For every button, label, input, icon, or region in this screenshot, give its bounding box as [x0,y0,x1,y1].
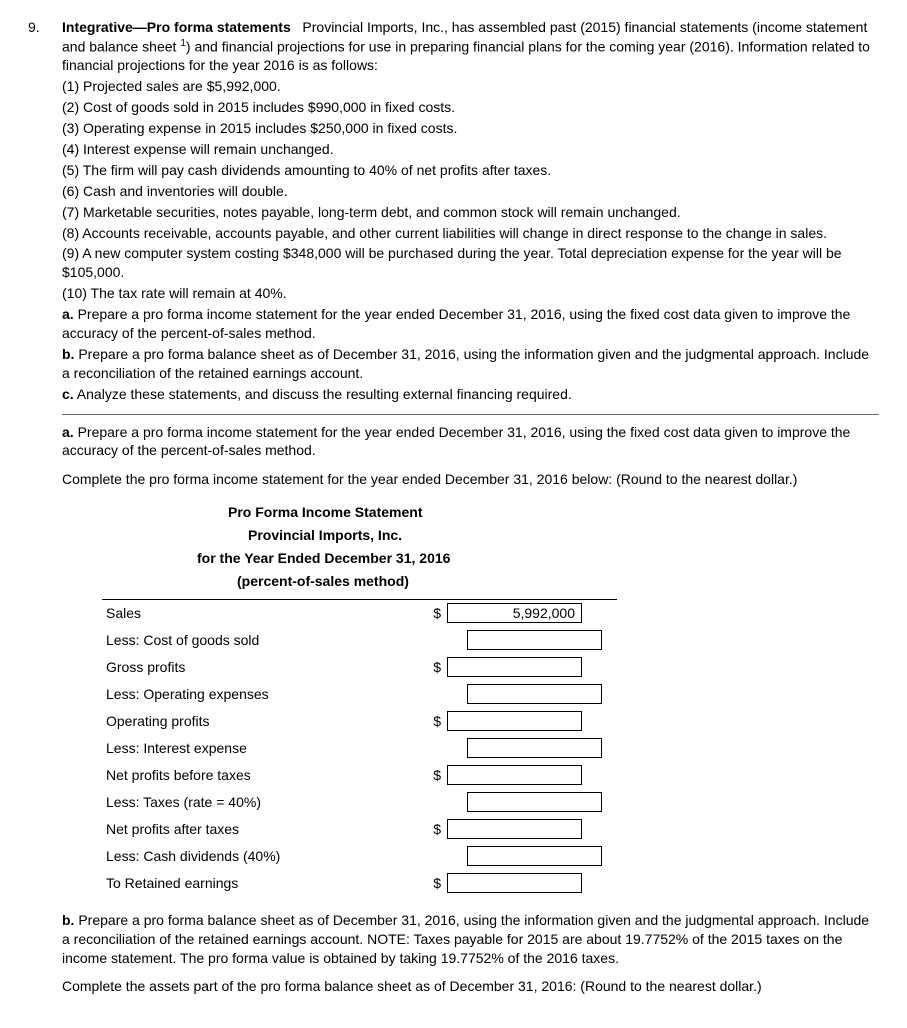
task-b-text: Prepare a pro forma balance sheet as of … [62,346,869,381]
section-b-label: b. [62,912,74,928]
section-a-complete: Complete the pro forma income statement … [62,470,879,489]
statement-company: Provincial Imports, Inc. [248,526,879,545]
row-label: Less: Interest expense [102,739,427,758]
problem-title: Integrative—Pro forma statements [62,19,291,35]
statement-row: Gross profits$ [102,654,617,681]
statement-row: Less: Operating expenses [102,681,617,708]
assumption-10: (10) The tax rate will remain at 40%. [62,284,879,303]
row-label: Sales [102,604,427,623]
statement-row: Less: Taxes (rate = 40%) [102,789,617,816]
statement-row: Operating profits$ [102,708,617,735]
statement-row: Less: Interest expense [102,735,617,762]
assumption-6: (6) Cash and inventories will double. [62,182,879,201]
task-b: b. Prepare a pro forma balance sheet as … [62,345,879,383]
assumption-5: (5) The firm will pay cash dividends amo… [62,161,879,180]
statement-row: Net profits before taxes$ [102,762,617,789]
row-label: To Retained earnings [102,874,427,893]
divider [62,414,879,415]
statement-row: Sales$ [102,600,617,627]
assumption-7: (7) Marketable securities, notes payable… [62,203,879,222]
task-a-text: Prepare a pro forma income statement for… [62,306,850,341]
problem-intro: Integrative—Pro forma statements Provinc… [62,18,879,75]
value-input[interactable] [447,657,582,677]
row-label: Less: Taxes (rate = 40%) [102,793,427,812]
assumption-2: (2) Cost of goods sold in 2015 includes … [62,98,879,117]
dollar-sign: $ [427,604,447,623]
row-label: Less: Cash dividends (40%) [102,847,427,866]
statement-row: Net profits after taxes$ [102,816,617,843]
task-c-label: c. [62,386,74,402]
statement-period: for the Year Ended December 31, 2016 [197,549,879,568]
section-b-complete: Complete the assets part of the pro form… [62,977,879,996]
section-b-prompt: b. Prepare a pro forma balance sheet as … [62,911,879,968]
statement-row: Less: Cost of goods sold [102,627,617,654]
income-statement-table: Sales$Less: Cost of goods soldGross prof… [102,599,617,897]
dollar-sign: $ [427,658,447,677]
assumption-3: (3) Operating expense in 2015 includes $… [62,119,879,138]
row-label: Less: Cost of goods sold [102,631,427,650]
dollar-sign: $ [427,766,447,785]
row-label: Net profits before taxes [102,766,427,785]
section-a-label: a. [62,424,74,440]
task-a-label: a. [62,306,74,322]
task-c-text: Analyze these statements, and discuss th… [74,386,572,402]
assumption-4: (4) Interest expense will remain unchang… [62,140,879,159]
value-input[interactable] [467,738,602,758]
section-a-prompt: a. Prepare a pro forma income statement … [62,423,879,461]
dollar-sign: $ [427,712,447,731]
value-input[interactable] [467,792,602,812]
row-label: Operating profits [102,712,427,731]
value-input[interactable] [467,630,602,650]
value-input[interactable] [447,873,582,893]
dollar-sign: $ [427,820,447,839]
value-input[interactable] [467,846,602,866]
value-input[interactable] [467,684,602,704]
section-a-text: Prepare a pro forma income statement for… [62,424,850,459]
assumption-1: (1) Projected sales are $5,992,000. [62,77,879,96]
assumption-9: (9) A new computer system costing $348,0… [62,244,879,282]
assumption-8: (8) Accounts receivable, accounts payabl… [62,224,879,243]
statement-row: Less: Cash dividends (40%) [102,843,617,870]
row-label: Less: Operating expenses [102,685,427,704]
task-a: a. Prepare a pro forma income statement … [62,305,879,343]
problem-number: 9. [28,18,62,1010]
row-label: Gross profits [102,658,427,677]
task-b-label: b. [62,346,74,362]
value-input[interactable] [447,603,582,623]
statement-row: To Retained earnings$ [102,870,617,897]
value-input[interactable] [447,765,582,785]
task-c: c. Analyze these statements, and discuss… [62,385,879,404]
dollar-sign: $ [427,874,447,893]
section-b-text: Prepare a pro forma balance sheet as of … [62,912,869,966]
row-label: Net profits after taxes [102,820,427,839]
statement-method: (percent-of-sales method) [237,572,879,591]
statement-title: Pro Forma Income Statement [228,503,879,522]
value-input[interactable] [447,819,582,839]
value-input[interactable] [447,711,582,731]
